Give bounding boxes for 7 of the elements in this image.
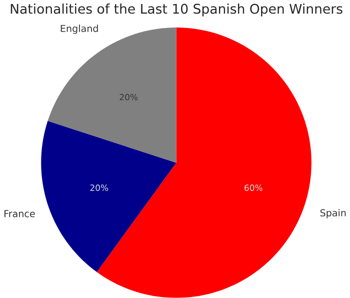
slice-label: Spain bbox=[320, 209, 346, 218]
data-label: 20% bbox=[120, 94, 138, 100]
data-label: 60% bbox=[244, 184, 262, 192]
chart-title: Nationalities of the Last 10 Spanish Open Winners bbox=[10, 4, 342, 16]
slice-label: France bbox=[4, 210, 35, 218]
data-label: 20% bbox=[90, 184, 108, 192]
slice-label: England bbox=[60, 24, 98, 34]
